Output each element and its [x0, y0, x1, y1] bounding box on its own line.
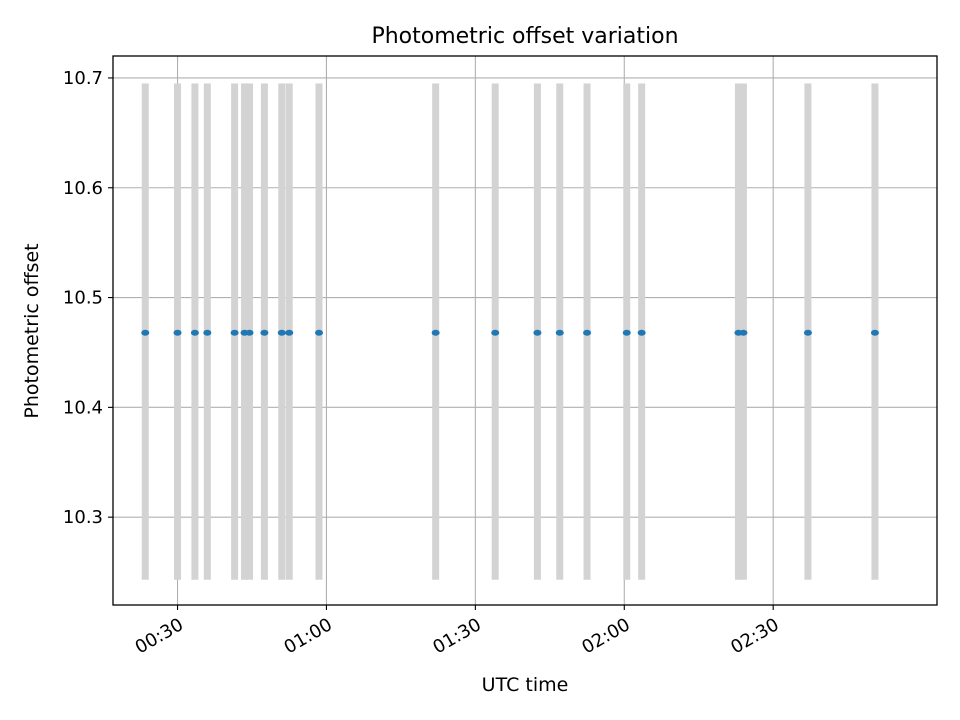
- chart-title: Photometric offset variation: [371, 24, 678, 49]
- data-point: [260, 329, 269, 336]
- y-tick-label: 10.7: [63, 68, 103, 89]
- plot-area-frame: [112, 55, 938, 606]
- points-layer: [141, 329, 879, 336]
- data-point: [190, 329, 199, 336]
- data-point: [230, 329, 239, 336]
- x-tick-label: 02:30: [727, 614, 782, 658]
- x-axis-label: UTC time: [482, 674, 569, 696]
- data-point: [277, 329, 286, 336]
- data-point: [203, 329, 212, 336]
- data-point: [533, 329, 542, 336]
- data-point: [637, 329, 646, 336]
- data-point: [431, 329, 440, 336]
- data-point: [491, 329, 500, 336]
- data-point: [739, 329, 748, 336]
- data-point: [285, 329, 294, 336]
- y-tick-label: 10.4: [63, 397, 103, 418]
- data-point: [315, 329, 323, 336]
- data-point: [622, 329, 631, 336]
- y-tick-label: 10.6: [63, 178, 103, 199]
- data-point: [870, 329, 879, 336]
- data-point: [583, 329, 592, 336]
- data-point: [141, 329, 150, 336]
- data-point: [245, 329, 254, 336]
- data-point: [173, 329, 182, 336]
- data-point: [555, 329, 564, 336]
- x-tick-label: 01:30: [429, 614, 484, 658]
- x-tick-label: 01:00: [281, 614, 336, 658]
- x-tick-label: 02:00: [578, 614, 633, 658]
- ticks-layer: 10.3 10.4 10.5 10.6 10.7 00:30 01:00 01:30 02:00…: [63, 68, 783, 658]
- data-point: [803, 329, 812, 336]
- y-tick-label: 10.5: [63, 288, 103, 309]
- y-tick-label: 10.3: [63, 507, 103, 528]
- x-tick-label: 00:30: [132, 614, 187, 658]
- y-axis-label: Photometric offset: [21, 243, 43, 418]
